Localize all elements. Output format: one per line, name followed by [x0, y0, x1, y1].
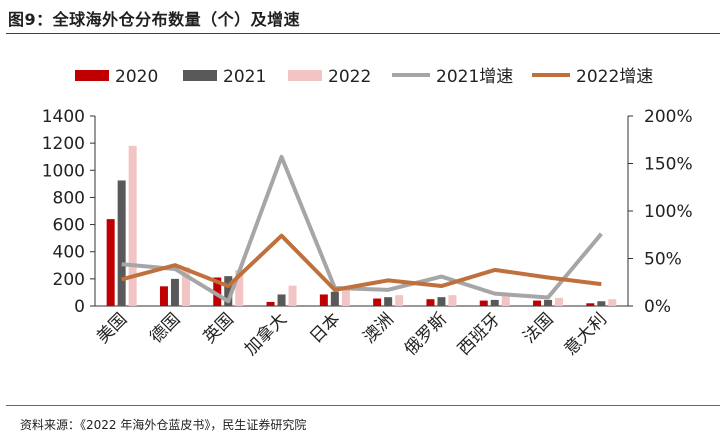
bar-2021-意大利: [597, 301, 606, 306]
right-tick-label: 100%: [644, 202, 693, 222]
left-tick-label: 800: [53, 188, 85, 208]
legend-label-2022增速: 2022增速: [576, 67, 653, 87]
bars: [106, 145, 617, 306]
legend-label-2022: 2022: [328, 67, 371, 87]
x-label-俄罗斯: 俄罗斯: [401, 309, 451, 359]
legend-swatch-2022: [288, 70, 322, 81]
bar-2021-俄罗斯: [437, 297, 446, 306]
legend-label-2020: 2020: [115, 67, 158, 87]
bar-2022-美国: [128, 145, 137, 306]
legend-swatch-2021: [183, 70, 217, 81]
bar-2020-日本: [319, 294, 328, 306]
left-tick-label: 600: [53, 216, 85, 236]
bar-2021-加拿大: [277, 294, 286, 306]
chart-title: 图9：全球海外仓分布数量（个）及增速: [8, 10, 301, 29]
bar-2021-西班牙: [490, 299, 499, 306]
legend-label-2021增速: 2021增速: [436, 67, 513, 87]
x-label-日本: 日本: [306, 309, 344, 347]
right-tick-label: 200%: [644, 107, 693, 127]
bar-2020-意大利: [586, 303, 595, 306]
right-tick-label: 0%: [644, 297, 671, 317]
line-2022增速: [121, 233, 602, 292]
bar-2022-法国: [555, 297, 564, 306]
left-tick-label: 1000: [42, 161, 85, 181]
left-tick-label: 200: [53, 270, 85, 290]
x-label-英国: 英国: [200, 309, 238, 347]
x-label-加拿大: 加拿大: [240, 309, 291, 360]
bar-2020-法国: [533, 300, 542, 306]
left-tick-label: 400: [53, 243, 85, 263]
chart-area: 2020 2021 2022 2021增速 2022增速 0 200 400 600 800 10…: [42, 67, 693, 360]
bar-2022-日本: [341, 288, 350, 306]
bar-2022-澳洲: [395, 295, 404, 306]
x-label-意大利: 意大利: [561, 309, 611, 359]
bar-2020-美国: [106, 219, 115, 306]
left-tick-label: 0: [74, 297, 85, 317]
x-label-澳洲: 澳洲: [360, 309, 398, 347]
bar-2020-加拿大: [266, 301, 275, 306]
legend: 2020 2021 2022 2021增速 2022增速: [75, 67, 653, 87]
legend-label-2021: 2021: [223, 67, 266, 87]
x-label-德国: 德国: [146, 309, 184, 347]
left-tick-label: 1200: [42, 134, 85, 154]
bar-2020-德国: [159, 286, 168, 306]
bar-2021-美国: [117, 180, 126, 306]
bar-2021-德国: [170, 278, 179, 306]
bar-2020-澳洲: [373, 298, 382, 306]
bar-2022-德国: [181, 267, 190, 306]
bar-2022-西班牙: [501, 295, 510, 306]
x-label-美国: 美国: [93, 309, 131, 347]
right-tick-label: 50%: [644, 250, 682, 270]
bar-2021-日本: [330, 291, 339, 306]
x-label-法国: 法国: [519, 309, 557, 347]
left-tick-label: 1400: [42, 107, 85, 127]
bar-2020-英国: [213, 277, 222, 306]
bar-2021-英国: [224, 276, 233, 306]
footer-divider: [6, 405, 720, 406]
growth-lines: [121, 154, 603, 304]
left-axis: 0 200 400 600 800 1000 1200 1400: [42, 107, 628, 317]
bar-2022-英国: [235, 270, 244, 306]
x-label-西班牙: 西班牙: [454, 309, 504, 359]
x-axis-labels: 美国 德国 英国 加拿大 日本 澳洲 俄罗斯 西班牙 法国 意大利: [93, 309, 611, 360]
bar-2020-俄罗斯: [426, 299, 435, 306]
bar-2021-澳洲: [384, 297, 393, 306]
bar-2022-俄罗斯: [448, 295, 457, 306]
bar-2021-法国: [544, 299, 553, 306]
bar-2022-意大利: [608, 299, 617, 306]
title-divider: [6, 33, 720, 34]
legend-swatch-2020: [75, 70, 109, 81]
right-tick-label: 150%: [644, 155, 693, 175]
line-2021增速: [121, 154, 603, 304]
right-axis: 0% 50% 100% 150% 200%: [627, 107, 693, 317]
bar-2020-西班牙: [479, 300, 488, 306]
source-note: 资料来源：《2022 年海外仓蓝皮书》，民生证券研究院: [20, 418, 307, 432]
bar-2022-加拿大: [288, 285, 297, 306]
